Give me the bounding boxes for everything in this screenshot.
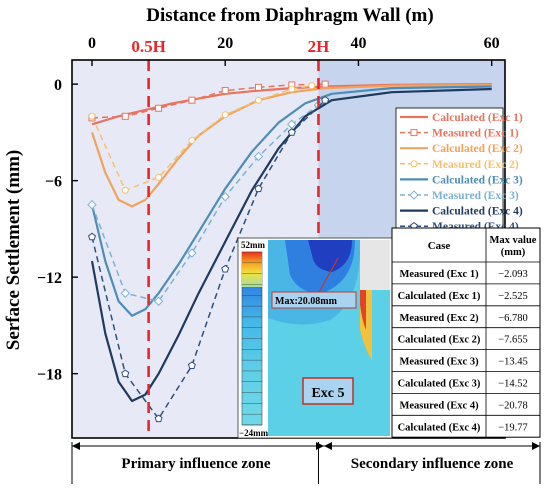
y-tick-label: −18 xyxy=(37,367,62,384)
table-cell-value: −20.78 xyxy=(498,400,528,411)
data-point xyxy=(120,288,130,298)
data-point xyxy=(188,136,196,144)
data-point xyxy=(410,129,418,137)
reference-line-label: 0.5H xyxy=(131,37,165,56)
series-6 xyxy=(87,100,324,306)
series-line xyxy=(90,85,492,317)
series-layer xyxy=(87,80,492,423)
excavation-pit xyxy=(360,240,390,290)
data-point xyxy=(410,160,418,168)
table-cell-case: Calculated (Exc 3) xyxy=(398,379,481,390)
data-point xyxy=(253,151,264,162)
data-point xyxy=(187,248,197,258)
table-header-case: Case xyxy=(428,240,451,252)
table-cell-case: Calculated (Exc 1) xyxy=(398,291,481,302)
y-tick-label: −6 xyxy=(45,174,62,191)
data-point xyxy=(121,186,129,194)
x-tick-label: 0 xyxy=(88,35,96,52)
legend-entry-label: Calculated (Exc 1) xyxy=(432,112,523,124)
series-2 xyxy=(88,80,329,122)
x-tick-label: 20 xyxy=(217,35,233,52)
data-point xyxy=(121,369,130,378)
data-point xyxy=(220,192,230,202)
data-point xyxy=(321,95,330,104)
x-tick-label: 40 xyxy=(350,35,366,52)
series-7 xyxy=(90,87,492,403)
data-point xyxy=(308,82,316,90)
zone-annotations: Primary influence zone Secondary influen… xyxy=(71,442,541,484)
legend-entry-label: Calculated (Exc 3) xyxy=(432,174,523,186)
data-point xyxy=(155,104,163,112)
series-line xyxy=(91,84,312,192)
reference-line-label: 2H xyxy=(308,37,330,56)
contour-max-label: Max:20.08mm xyxy=(275,296,338,307)
contour-scale-ticks xyxy=(242,251,262,426)
data-point xyxy=(88,112,96,120)
table-cell-case: Measured (Exc 3) xyxy=(399,357,479,368)
table-cell-value: −7.655 xyxy=(498,335,528,346)
data-point xyxy=(255,96,263,104)
y-axis-title: Serface Settlement (mm) xyxy=(3,150,24,350)
data-point xyxy=(188,96,196,104)
contour-stage-label: Exc 5 xyxy=(311,386,344,401)
max-value-table: Case Max value (mm) Measured (Exc 1) −2.093 C… xyxy=(391,227,541,438)
table-cell-value: −2.525 xyxy=(498,291,528,302)
data-point xyxy=(187,361,196,369)
series-5 xyxy=(90,85,492,317)
legend-entry-label: Calculated (Exc 4) xyxy=(432,206,523,218)
data-point xyxy=(255,83,263,91)
series-line xyxy=(91,99,326,420)
y-tick-label: −12 xyxy=(37,270,62,287)
data-point xyxy=(221,87,229,95)
data-point xyxy=(409,190,419,200)
data-point xyxy=(154,414,163,423)
y-tick-label: 0 xyxy=(54,77,62,94)
legend-entry-label: Measured (Exc 3) xyxy=(432,190,519,202)
table-cell-case: Measured (Exc 4) xyxy=(399,400,479,411)
contour-scale-bottom: −24mm xyxy=(239,428,269,438)
table-frame xyxy=(391,227,541,438)
data-point xyxy=(221,111,229,119)
series-line xyxy=(90,87,492,403)
series-8 xyxy=(88,95,330,423)
legend: Calculated (Exc 1) Measured (Exc 1) Calcul… xyxy=(395,107,523,239)
table-cell-case: Calculated (Exc 4) xyxy=(398,422,481,433)
primary-zone-label: Primary influence zone xyxy=(121,456,270,472)
contour-scale-top: 52mm xyxy=(241,240,265,250)
data-point xyxy=(88,232,96,241)
legend-entry-label: Measured (Exc 2) xyxy=(432,159,519,171)
table-cell-case: Measured (Exc 1) xyxy=(399,269,479,280)
data-point xyxy=(287,128,296,136)
series-4 xyxy=(88,82,316,194)
axes: 0 20 40 60 0 −6 −12 −18 xyxy=(37,35,500,384)
table-cell-value: −14.52 xyxy=(498,379,528,390)
contour-inset: 52mm −24mm Max:20.08mm Exc 5 xyxy=(237,237,393,439)
legend-entry-label: Measured (Exc 1) xyxy=(432,128,519,140)
table-cell-value: −2.093 xyxy=(498,269,528,280)
table-cell-value: −13.45 xyxy=(498,357,528,368)
table-header-max: Max value (mm) xyxy=(490,235,537,258)
table-cell-value: −19.77 xyxy=(498,422,528,433)
table-cell-case: Measured (Exc 2) xyxy=(399,313,479,324)
data-point xyxy=(254,184,263,193)
data-point xyxy=(121,112,129,120)
table-cell-case: Calculated (Exc 2) xyxy=(398,335,481,346)
x-axis-title: Distance from Diaphragm Wall (m) xyxy=(146,5,433,26)
data-point xyxy=(288,85,296,93)
data-point xyxy=(153,296,164,306)
data-point xyxy=(221,264,230,273)
series-line xyxy=(91,104,319,303)
legend-entry-label: Calculated (Exc 2) xyxy=(432,143,523,155)
data-point xyxy=(87,200,97,210)
table-cell-value: −6.780 xyxy=(498,313,528,324)
data-point xyxy=(321,80,329,88)
x-tick-label: 60 xyxy=(484,35,500,52)
data-point xyxy=(155,173,163,181)
secondary-zone-label: Secondary influence zone xyxy=(351,456,514,472)
